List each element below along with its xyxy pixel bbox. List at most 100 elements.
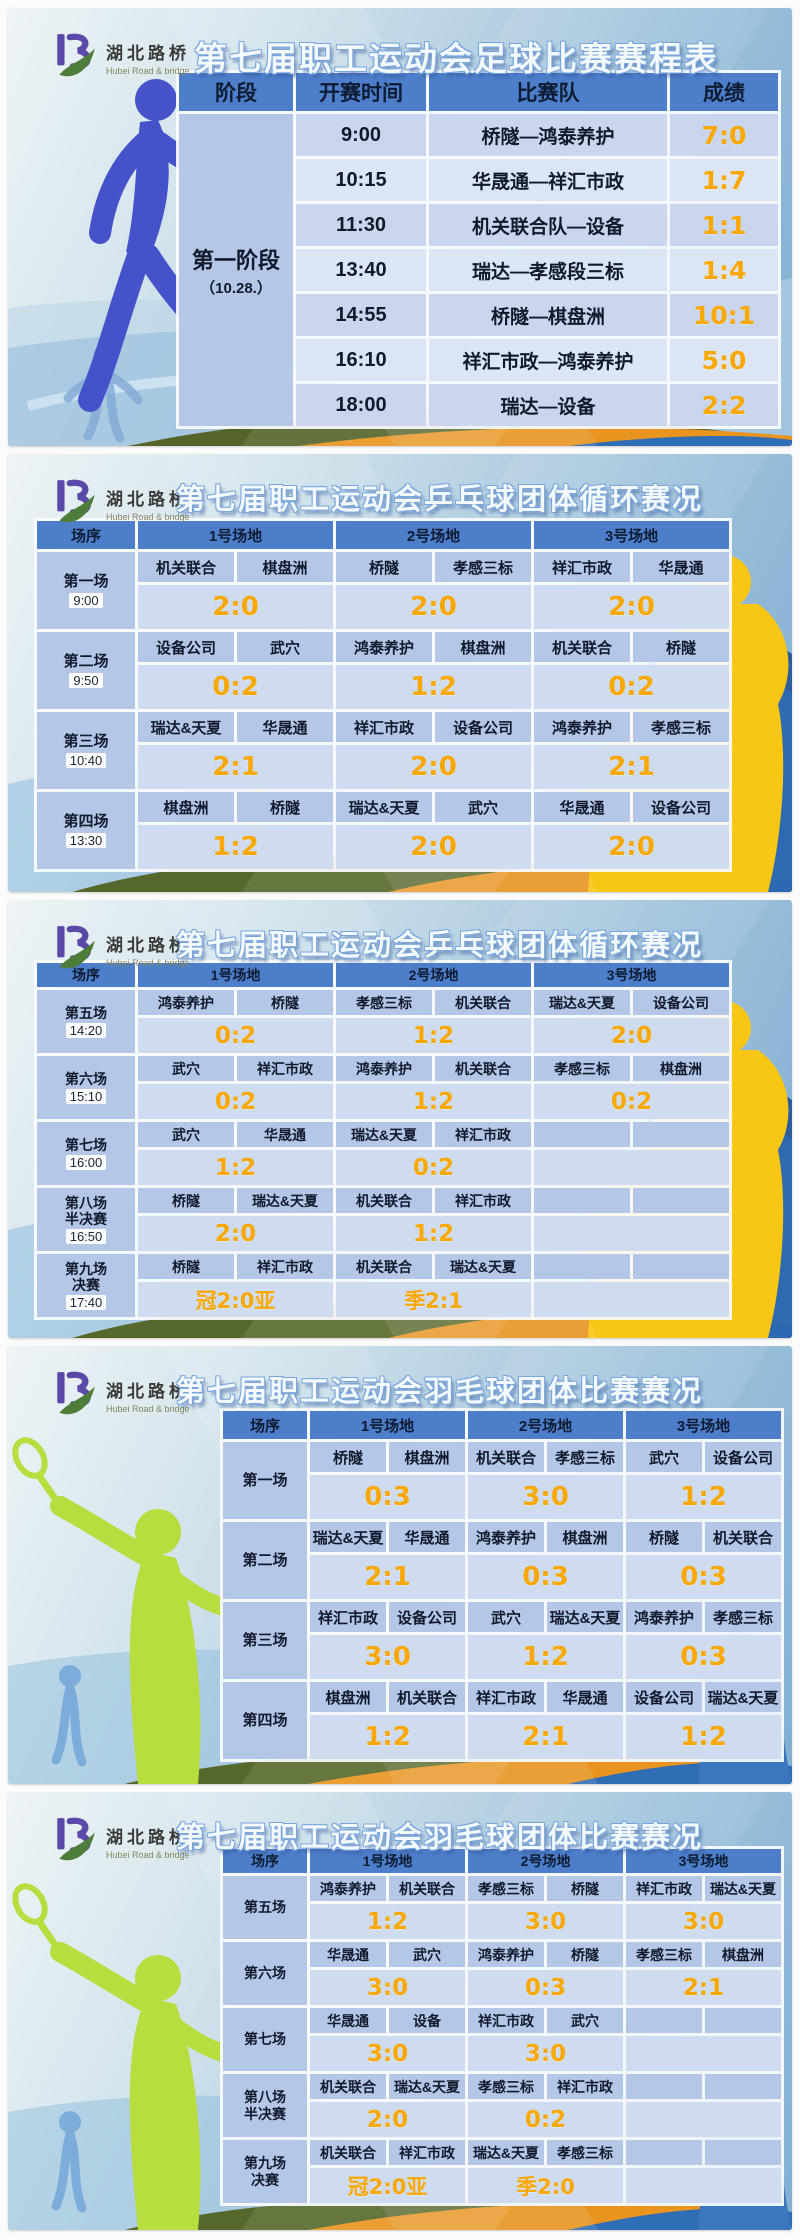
team-name: 华晟通 <box>547 1682 623 1712</box>
team-name: 孝感三标 <box>468 2074 544 2099</box>
match-time: 15:10 <box>65 1089 107 1105</box>
column-header: 2号场地 <box>336 521 531 549</box>
team-name: 武穴 <box>547 2008 623 2033</box>
team-name: 孝感三标 <box>705 1602 781 1632</box>
team-name: 瑞达&天夏 <box>435 1254 531 1279</box>
team-name: 瑞达&天夏 <box>336 792 432 822</box>
court-score: 0:2 <box>138 1018 333 1053</box>
team-name: 机关联合 <box>468 1442 544 1472</box>
team-name: 孝感三标 <box>468 1876 544 1901</box>
match-label: 第三场 <box>242 1631 288 1649</box>
column-header: 2号场地 <box>336 963 531 987</box>
team-name: 武穴 <box>389 1942 465 1967</box>
background-player-silhouette <box>51 2111 87 2213</box>
column-header: 场序 <box>37 963 135 987</box>
logo-name: 湖北路桥 <box>106 489 190 509</box>
team-name: 华晟通 <box>237 1122 333 1147</box>
match-label-cell: 第六场 15:10 <box>37 1056 135 1119</box>
court-score: 0:2 <box>336 1150 531 1185</box>
column-header: 3号场地 <box>534 963 729 987</box>
team-name: 武穴 <box>138 1122 234 1147</box>
panel-title: 第七届职工运动会羽毛球团体比赛赛况 <box>176 1822 704 1854</box>
team-name: 桥隧 <box>237 990 333 1015</box>
match-label-cell: 第九场 决赛 17:40 <box>37 1254 135 1317</box>
court-score: 0:3 <box>626 1635 781 1679</box>
team-name: 祥汇市政 <box>468 2008 544 2033</box>
court-score: 2:1 <box>626 1970 781 2005</box>
match-time: 11:30 <box>296 204 426 246</box>
column-header: 场序 <box>223 1849 307 1873</box>
team-name: 祥汇市政 <box>435 1188 531 1213</box>
court-score <box>626 2168 781 2203</box>
team-name: 华晟通 <box>310 1942 386 1967</box>
match-label-cell: 第三场 10:40 <box>37 712 135 789</box>
logo-mark <box>57 1371 95 1415</box>
match-label: 第六场 <box>244 1965 286 1982</box>
match-label-cell: 第五场 <box>223 1876 307 1939</box>
team-name: 祥汇市政 <box>547 2074 623 2099</box>
court-score: 1:2 <box>336 1216 531 1251</box>
team-name: 设备 <box>389 2008 465 2033</box>
column-header: 1号场地 <box>138 521 333 549</box>
match-label-cell: 第五场 14:20 <box>37 990 135 1053</box>
team-name: 机关联合 <box>435 1056 531 1081</box>
team-name: 孝感三标 <box>633 712 729 742</box>
team-name: 瑞达&天夏 <box>237 1188 333 1213</box>
court-score: 1:2 <box>336 1084 531 1119</box>
team-name: 棋盘洲 <box>547 1522 623 1552</box>
team-name <box>633 1188 729 1213</box>
court-score: 冠2:0亚 <box>138 1282 333 1317</box>
team-name <box>633 1254 729 1279</box>
match-label-cell: 第八场 半决赛 <box>223 2074 307 2137</box>
team-name <box>705 2140 781 2165</box>
match-label: 第六场 <box>65 1070 107 1087</box>
court-score: 1:2 <box>336 1018 531 1053</box>
court-score <box>534 1150 729 1185</box>
court-score: 3:0 <box>626 1904 781 1939</box>
team-name: 设备公司 <box>138 632 234 662</box>
logo-name: 湖北路桥 <box>106 1381 190 1401</box>
team-name: 瑞达&天夏 <box>336 1122 432 1147</box>
team-name: 鸿泰养护 <box>336 632 432 662</box>
court-score: 1:2 <box>138 1150 333 1185</box>
match-score: 1:7 <box>670 159 778 201</box>
table-tennis-results-table-2: 场序 1号场地 2号场地 3号场地 第五场 14:20 鸿泰养护 桥隧 0:2 孝感三标 机关联合 1… <box>34 960 732 1320</box>
hubei-road-bridge-logo: 湖北路桥 Hubei Road & bridge <box>54 1816 190 1866</box>
table-tennis-panel-2: 湖北路桥 Hubei Road & bridge 第七届职工运动会乒乓球团体循环… <box>8 900 792 1338</box>
column-header: 3号场地 <box>534 521 729 549</box>
team-name: 桥隧 <box>633 632 729 662</box>
racket-head <box>12 1883 48 1925</box>
court-score: 2:0 <box>336 745 531 789</box>
team-name: 机关联合 <box>336 1254 432 1279</box>
match-time: 13:30 <box>65 832 107 848</box>
racket-shaft <box>35 1918 63 1954</box>
team-name: 祥汇市政 <box>534 552 630 582</box>
stage-label: 第一阶段 <box>191 247 280 273</box>
match-label-cell: 第七场 16:00 <box>37 1122 135 1185</box>
team-name <box>626 2008 702 2033</box>
hubei-road-bridge-logo: 湖北路桥 Hubei Road & bridge <box>54 1370 190 1420</box>
team-name: 武穴 <box>138 1056 234 1081</box>
team-name: 机关联合 <box>310 2140 386 2165</box>
team-name: 华晟通 <box>633 552 729 582</box>
match-teams: 祥汇市政—鸿泰养护 <box>429 339 667 381</box>
court-score: 0:2 <box>468 2102 623 2137</box>
match-label-cell: 第九场 决赛 <box>223 2140 307 2203</box>
team-name: 鸿泰养护 <box>534 712 630 742</box>
court-score: 2:1 <box>534 745 729 789</box>
team-name: 武穴 <box>435 792 531 822</box>
match-time: 9:00 <box>69 592 103 608</box>
team-name: 祥汇市政 <box>237 1254 333 1279</box>
logo-mark <box>57 479 95 523</box>
column-header: 3号场地 <box>626 1849 781 1873</box>
team-name: 设备公司 <box>633 990 729 1015</box>
court-score: 0:2 <box>534 1084 729 1119</box>
column-header: 阶段 <box>179 73 293 111</box>
team-name: 鸿泰养护 <box>468 1942 544 1967</box>
football-schedule-table: 阶段 开赛时间 比赛队 成绩 第一阶段 （10.28.） 9:00 桥隧—鸿泰养护 7:0 10:… <box>176 70 781 429</box>
team-name <box>626 2140 702 2165</box>
team-name: 华晟通 <box>310 2008 386 2033</box>
team-name: 棋盘洲 <box>633 1056 729 1081</box>
logo-subtitle: Hubei Road & bridge <box>106 65 190 76</box>
team-name: 桥隧 <box>626 1522 702 1552</box>
